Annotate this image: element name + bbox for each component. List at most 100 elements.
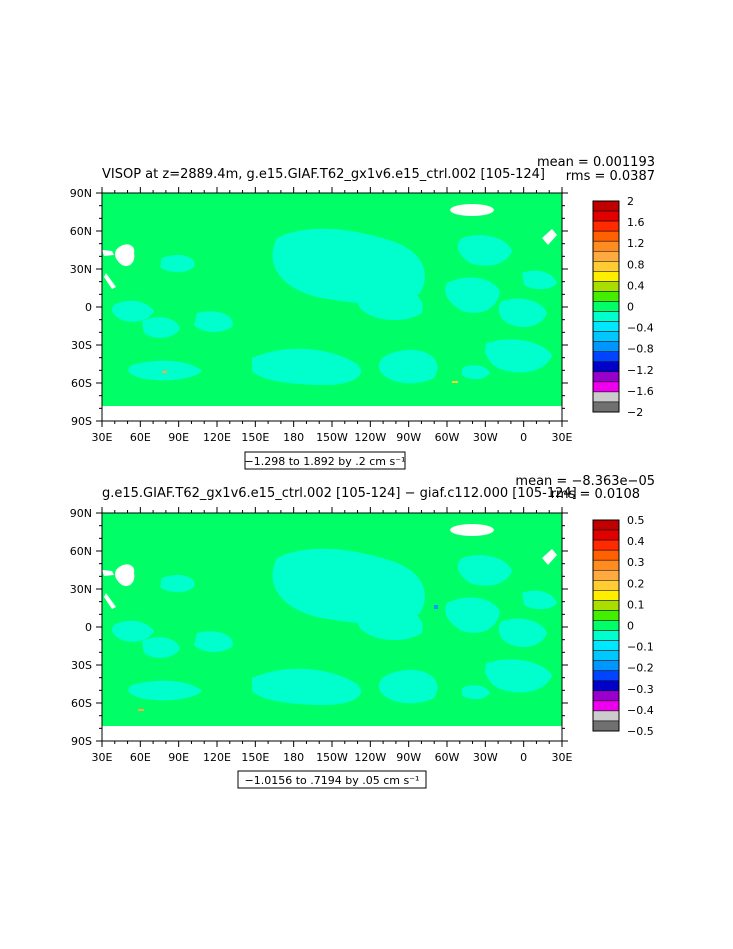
chart-title: VISOP at z=2889.4m, g.e15.GIAF.T62_gx1v6… [102,167,545,182]
colorbar-swatch [592,331,620,342]
x-tick-label: 90W [396,431,421,444]
x-tick-label: 30E [92,431,113,444]
red-sea-mask [104,273,116,289]
greenland-mask [450,204,494,216]
x-tick-label: 60W [435,751,460,764]
colorbar-swatch [592,271,620,282]
colorbar-label: −2 [627,406,643,419]
x-tick-label: 120E [203,431,231,444]
colorbar-swatch [592,569,620,581]
black-sea-mask [102,250,114,256]
colorbar-swatch [592,539,620,551]
colorbar-swatch [592,710,620,722]
colorbar-label: −0.8 [627,343,654,356]
colorbar-swatch [592,250,620,262]
colorbar-label: −1.2 [627,364,654,377]
colorbar-swatch [592,680,620,692]
y-tick-label: 90N [70,187,92,200]
colorbar-label: −0.4 [627,322,654,335]
x-tick-label: 0 [520,751,527,764]
panel-1 [101,192,563,422]
colorbar-swatch [592,529,620,541]
colorbar-label: 0.8 [627,258,645,271]
contour-label-box: −1.0156 to .7194 by .05 cm s⁻¹ [237,770,427,789]
stats-mean: mean = −8.363e−05 [515,474,655,489]
y-tick-label: 90S [71,735,92,748]
y-tick-label: 30S [71,659,92,672]
colorbar-label: 0 [627,620,634,633]
hudson-mask [542,229,557,245]
colorbar-swatch [592,401,620,413]
colorbar-swatch [592,610,620,621]
colorbar-swatch [592,321,620,332]
y-tick-label: 90S [71,415,92,428]
contour-label-box: −1.298 to 1.892 by .2 cm s⁻¹ [244,451,406,470]
colorbar-swatch [592,391,620,403]
colorbar-swatch [592,700,620,712]
y-tick-label: 0 [85,621,92,634]
colorbar-swatch [592,580,620,591]
x-tick-label: 30W [473,431,498,444]
x-tick-label: 30W [473,751,498,764]
y-tick-label: 30S [71,339,92,352]
colorbar-swatch [592,351,620,363]
colorbar-swatch [592,301,620,312]
x-tick-label: 150E [241,751,269,764]
colorbar-swatch [592,371,620,383]
colorbar-swatch [592,230,620,242]
y-tick-label: 90N [70,507,92,520]
colorbar-swatch [592,311,620,322]
colorbar-label: −0.3 [627,683,654,696]
contour-label: −1.298 to 1.892 by .2 cm s⁻¹ [245,455,406,468]
anomaly-speck [434,605,438,609]
x-tick-label: 120E [203,751,231,764]
y-tick-label: 30N [70,263,92,276]
hudson-mask [542,549,557,565]
x-tick-label: 0 [520,431,527,444]
anomaly-speck [452,381,458,383]
panel-2 [101,512,563,742]
chart-title: g.e15.GIAF.T62_gx1v6.e15_ctrl.002 [105-1… [102,486,577,501]
stats-rms: rms = 0.0108 [551,487,640,502]
axes-panel-1: 30E 60E 90E 120E 150E 180 150W 120W 90W 60W 30W 0 30… [70,187,573,444]
colorbar-swatch [592,590,620,601]
y-tick-label: 60S [71,697,92,710]
x-tick-label: 60W [435,431,460,444]
y-tick-label: 60N [70,225,92,238]
x-tick-label: 180 [283,751,304,764]
x-tick-label: 90E [168,431,189,444]
colorbar-label: 1.6 [627,216,645,229]
colorbar-swatch [592,650,620,661]
mediterranean-mask [115,564,135,587]
colorbar-swatch [592,670,620,682]
colorbar-swatch [592,559,620,571]
x-tick-label: 120W [354,751,386,764]
antarctica-mask [102,406,562,421]
colorbar-label: 0.5 [627,514,645,527]
red-sea-mask [104,593,116,609]
colorbar-swatch [592,660,620,671]
colorbar-frame [592,200,620,413]
greenland-mask [450,524,494,536]
colorbar-swatch [592,690,620,702]
anomaly-speck [138,709,144,711]
colorbar-swatch [592,291,620,302]
colorbar-swatch [592,381,620,393]
colorbar-label: −0.2 [627,662,654,675]
colorbar-swatch [592,630,620,641]
colorbar-swatch [592,361,620,373]
colorbar-panel-1: 2 1.6 1.2 0.8 0.4 0 −0.4 −0.8 −1.2 −1.6 −2 [592,195,654,419]
colorbar-swatch [592,261,620,272]
colorbar-label: 2 [627,195,634,208]
colorbar-swatch [592,720,620,732]
mediterranean-mask [115,244,135,267]
colorbar-frame [592,519,620,732]
y-tick-label: 0 [85,301,92,314]
colorbar-panel-2: 0.5 0.4 0.3 0.2 0.1 0 −0.1 −0.2 −0.3 −0.4 −0.5 [592,514,654,738]
colorbar-label: 0.2 [627,577,645,590]
colorbar-label: −0.4 [627,704,654,717]
colorbar-swatch [592,200,620,212]
x-tick-label: 30E [552,751,573,764]
colorbar-swatch [592,600,620,611]
